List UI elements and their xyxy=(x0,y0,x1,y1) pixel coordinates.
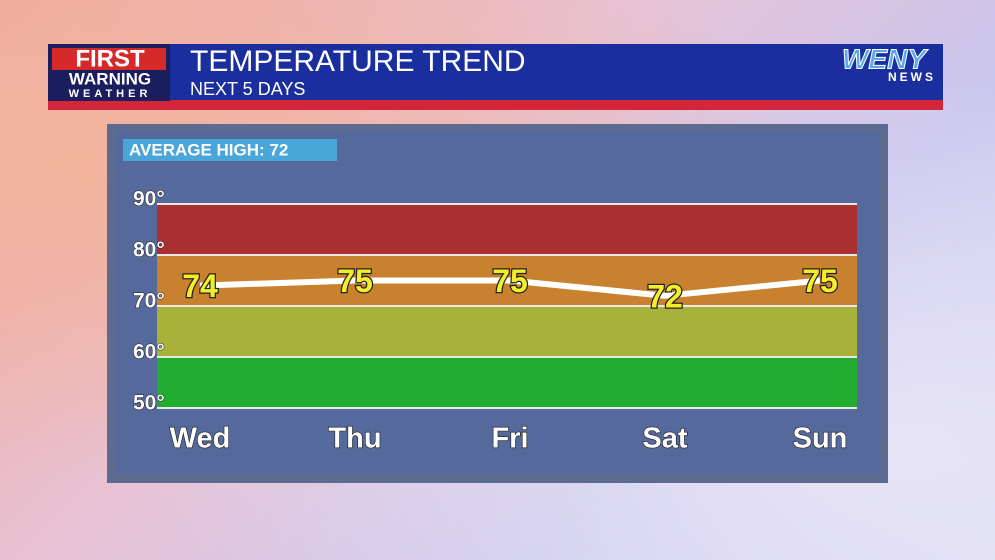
band xyxy=(157,306,857,357)
annotation-box xyxy=(123,139,337,161)
value-label: 75 xyxy=(802,263,838,299)
y-tick-label: 70° xyxy=(133,290,165,313)
x-tick-label: Fri xyxy=(491,423,528,455)
logo-first: FIRST xyxy=(75,45,145,72)
y-tick-label: 80° xyxy=(133,239,165,262)
logo-weather: WEATHER xyxy=(69,88,152,100)
line xyxy=(199,277,821,299)
x-tick-label: Sat xyxy=(642,423,687,455)
value-label: 75 xyxy=(337,263,373,299)
annotation: AVERAGE HIGH: 72 xyxy=(129,140,288,159)
chart-title: TEMPERATURE TREND xyxy=(190,45,526,78)
band xyxy=(157,357,857,408)
x-tick-label: Wed xyxy=(170,423,231,455)
station-logo: WENY xyxy=(842,43,928,74)
value-label: 74 xyxy=(182,268,218,304)
station-sub: NEWS xyxy=(888,70,936,84)
logo-warning: WARNING xyxy=(69,69,151,88)
y-tick-label: 90° xyxy=(133,188,165,211)
y-tick-label: 60° xyxy=(133,341,165,364)
header-bar xyxy=(48,44,943,101)
x-tick-label: Sun xyxy=(793,423,848,455)
y-tick-label: 50° xyxy=(133,392,165,415)
header-stripe xyxy=(48,100,943,110)
value-label: 75 xyxy=(492,263,528,299)
chart-subtitle: NEXT 5 DAYS xyxy=(190,79,305,99)
x-tick-label: Thu xyxy=(328,423,381,455)
value-label: 72 xyxy=(647,278,683,314)
logo-red xyxy=(52,48,166,70)
band xyxy=(157,204,857,255)
